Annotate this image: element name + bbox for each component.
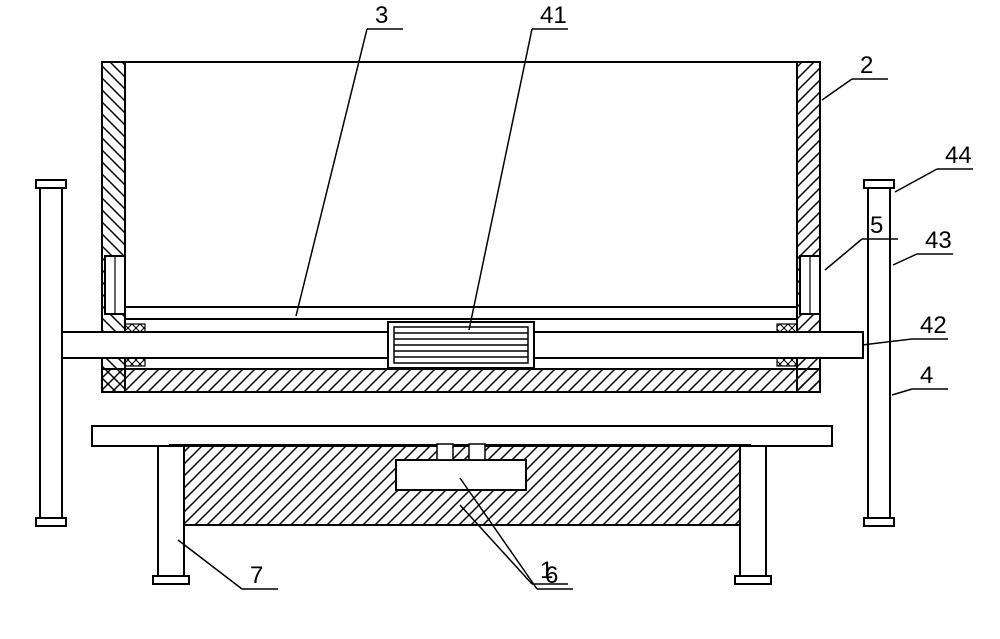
callout-l42: 42 [920, 312, 947, 339]
callout-l3: 3 [375, 2, 388, 29]
callout-l44: 44 [945, 142, 972, 169]
callout-l43: 43 [925, 227, 952, 254]
callout-l41: 41 [540, 2, 567, 29]
callout-l2: 2 [860, 52, 873, 79]
callout-l7: 7 [250, 562, 263, 589]
callout-l4: 4 [920, 362, 933, 389]
engineering-diagram: 123456741424344 [0, 0, 1000, 639]
diagram-shapes [36, 62, 894, 584]
callout-l6: 6 [545, 562, 558, 589]
callout-l5: 5 [870, 212, 883, 239]
